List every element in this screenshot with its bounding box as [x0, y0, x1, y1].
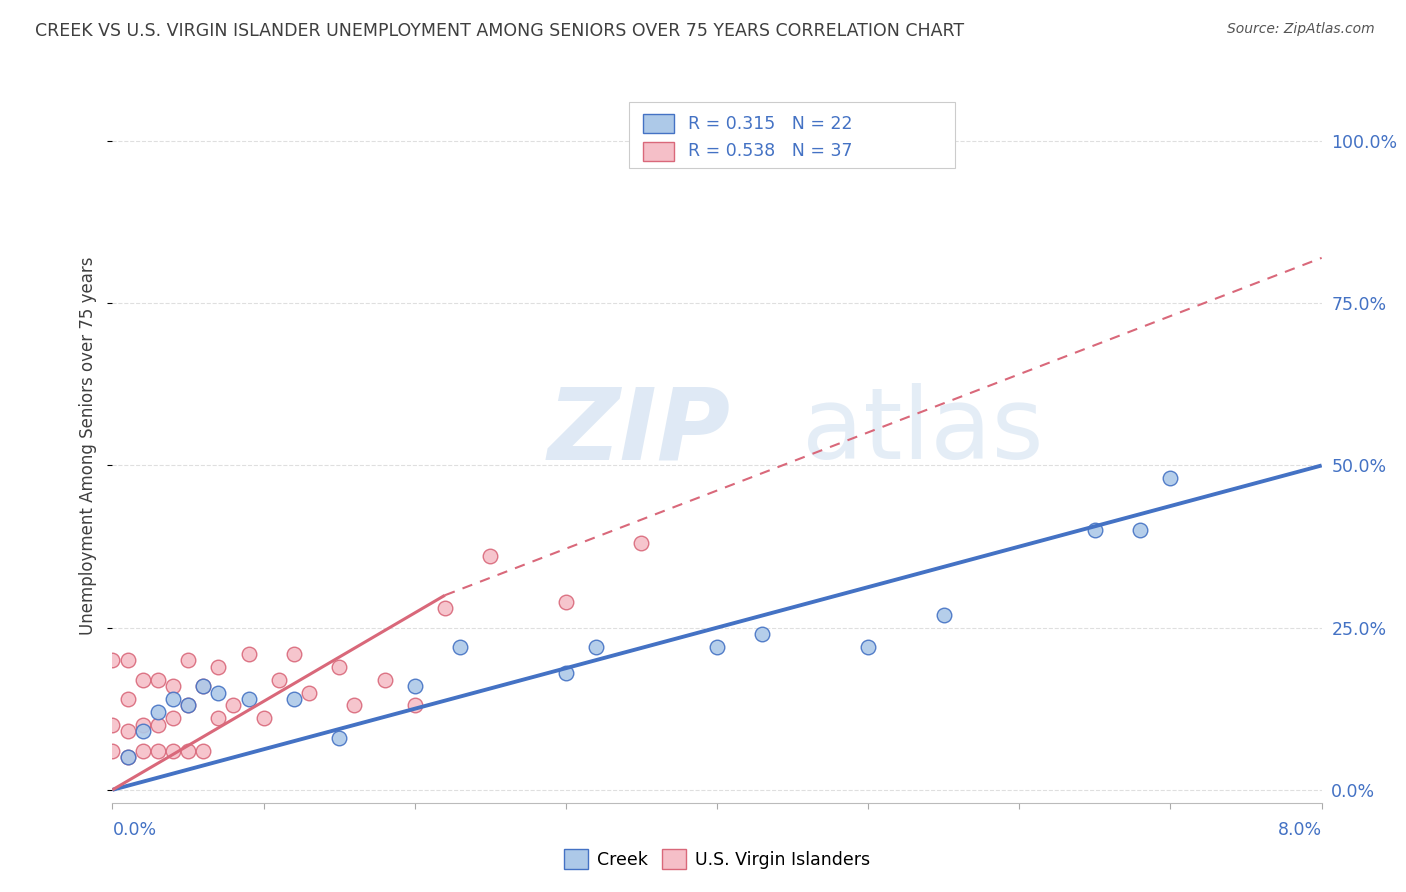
Point	[101, 653, 124, 667]
Point	[238, 692, 260, 706]
Point	[554, 666, 576, 681]
Point	[856, 640, 880, 654]
Point	[328, 659, 350, 673]
Text: CREEK VS U.S. VIRGIN ISLANDER UNEMPLOYMENT AMONG SENIORS OVER 75 YEARS CORRELATI: CREEK VS U.S. VIRGIN ISLANDER UNEMPLOYME…	[35, 22, 965, 40]
Point	[207, 711, 229, 725]
Text: atlas: atlas	[801, 384, 1043, 480]
Point	[177, 698, 200, 713]
Point	[146, 673, 169, 687]
FancyBboxPatch shape	[628, 102, 955, 168]
Point	[328, 731, 350, 745]
Point	[373, 673, 396, 687]
Point	[177, 744, 200, 758]
Point	[404, 679, 426, 693]
Text: R = 0.315   N = 22: R = 0.315 N = 22	[688, 115, 852, 133]
Point	[132, 718, 155, 732]
Text: 0.0%: 0.0%	[112, 821, 156, 838]
Point	[343, 698, 366, 713]
Text: 8.0%: 8.0%	[1278, 821, 1322, 838]
Y-axis label: Unemployment Among Seniors over 75 years: Unemployment Among Seniors over 75 years	[79, 257, 97, 635]
Point	[554, 595, 576, 609]
Point	[191, 679, 215, 693]
Point	[433, 601, 456, 615]
Point	[706, 640, 728, 654]
Point	[132, 744, 155, 758]
Point	[1084, 524, 1107, 538]
Point	[117, 692, 139, 706]
Text: Source: ZipAtlas.com: Source: ZipAtlas.com	[1227, 22, 1375, 37]
Point	[117, 750, 139, 764]
Point	[162, 679, 184, 693]
Point	[1129, 524, 1152, 538]
Point	[932, 607, 955, 622]
Point	[1159, 471, 1181, 485]
Text: ZIP: ZIP	[548, 384, 731, 480]
Point	[177, 653, 200, 667]
Point	[146, 744, 169, 758]
Point	[132, 673, 155, 687]
Point	[675, 134, 697, 148]
Point	[132, 724, 155, 739]
Point	[162, 692, 184, 706]
Point	[191, 744, 215, 758]
Point	[207, 685, 229, 699]
Point	[117, 750, 139, 764]
Point	[404, 698, 426, 713]
Point	[146, 718, 169, 732]
Point	[222, 698, 245, 713]
Point	[162, 744, 184, 758]
Point	[283, 692, 305, 706]
Point	[283, 647, 305, 661]
Point	[117, 653, 139, 667]
Point	[177, 698, 200, 713]
Point	[146, 705, 169, 719]
FancyBboxPatch shape	[644, 142, 673, 161]
Point	[751, 627, 773, 641]
Point	[101, 718, 124, 732]
Legend: Creek, U.S. Virgin Islanders: Creek, U.S. Virgin Islanders	[557, 842, 877, 876]
Text: R = 0.538   N = 37: R = 0.538 N = 37	[688, 142, 852, 160]
Point	[162, 711, 184, 725]
Point	[585, 640, 607, 654]
Point	[630, 536, 652, 550]
Point	[238, 647, 260, 661]
Point	[101, 744, 124, 758]
Point	[267, 673, 290, 687]
Point	[479, 549, 502, 564]
Point	[449, 640, 471, 654]
Point	[191, 679, 215, 693]
Point	[207, 659, 229, 673]
Point	[117, 724, 139, 739]
FancyBboxPatch shape	[644, 114, 673, 133]
Point	[298, 685, 321, 699]
Point	[253, 711, 276, 725]
